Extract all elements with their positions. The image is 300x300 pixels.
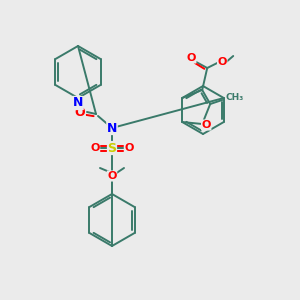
Text: O: O (187, 53, 196, 63)
Text: O: O (90, 143, 100, 153)
Text: O: O (75, 106, 85, 118)
Text: O: O (124, 143, 134, 153)
Text: N: N (107, 122, 117, 134)
Text: O: O (107, 171, 117, 181)
Text: O: O (202, 120, 211, 130)
Text: O: O (218, 57, 227, 67)
Text: S: S (107, 142, 116, 154)
Text: N: N (73, 97, 83, 110)
Text: CH₃: CH₃ (225, 94, 244, 103)
